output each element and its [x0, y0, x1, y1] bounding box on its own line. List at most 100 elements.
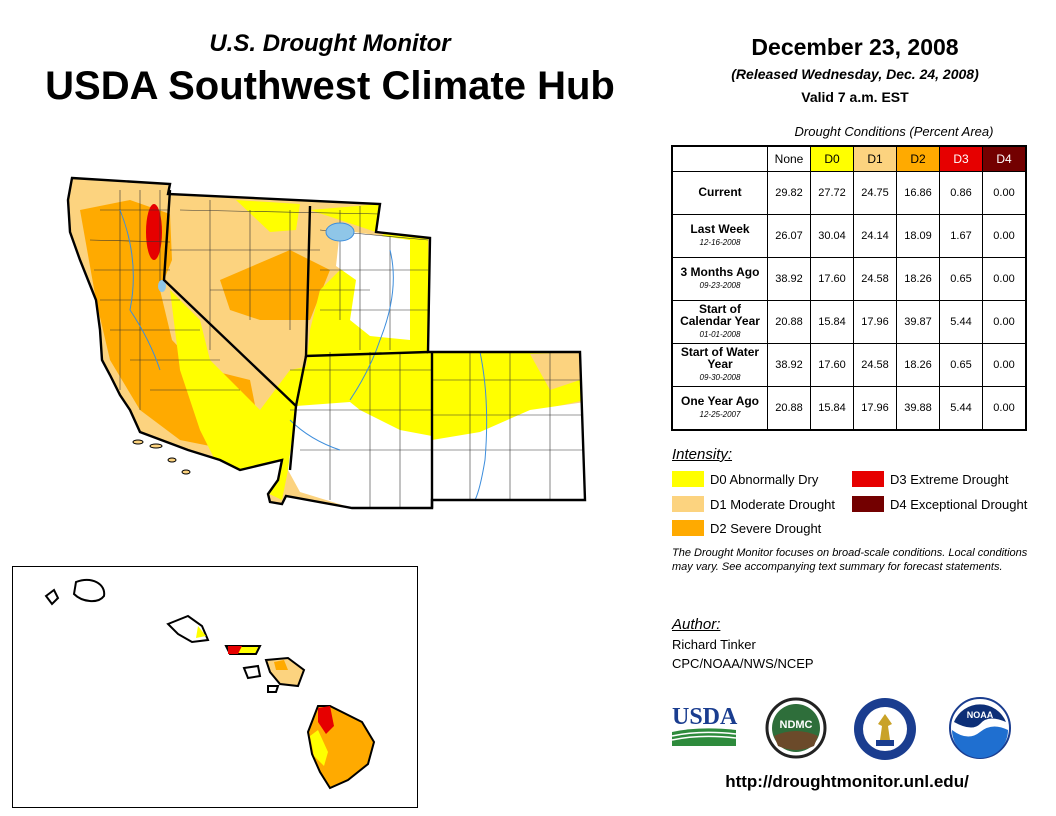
oahu-d0-area: [196, 626, 206, 638]
cell-d2: 16.86: [896, 171, 940, 215]
table-row: Last Week 12-16-2008 26.07 30.04 24.14 18…: [672, 214, 1026, 258]
channel-island: [132, 439, 144, 445]
ca-nv-border: [162, 189, 298, 471]
lake-tahoe: [158, 280, 166, 292]
map-date: December 23, 2008: [751, 34, 959, 60]
column-header-d0: D0: [810, 146, 854, 172]
cell-none: 20.88: [767, 300, 811, 344]
cell-d1: 24.58: [853, 257, 897, 301]
cell-none: 26.07: [767, 214, 811, 258]
usda-logo-text: USDA: [672, 704, 738, 730]
region-outline: [66, 176, 587, 510]
drought-conditions-table: None D0 D1 D2 D3 D4 Current 29.82 27.72 …: [671, 145, 1027, 431]
column-header-none: None: [767, 146, 811, 172]
d0-northern-nevada-area: [236, 200, 300, 232]
cell-d3: 0.86: [939, 171, 983, 215]
niihau-island: [44, 588, 60, 606]
ndmc-logo: NDMC: [765, 697, 827, 759]
channel-island: [181, 469, 191, 475]
cell-d0: 27.72: [810, 171, 854, 215]
cell-d2: 18.09: [896, 214, 940, 258]
none-arizona-area: [288, 402, 432, 508]
column-header-d4: D4: [982, 146, 1026, 172]
cell-d4: 0.00: [982, 300, 1026, 344]
cell-d2: 39.87: [896, 300, 940, 344]
author-name: Richard Tinker: [672, 637, 756, 652]
cell-none: 29.82: [767, 171, 811, 215]
table-caption: Drought Conditions (Percent Area): [794, 124, 994, 139]
cell-d1: 17.96: [853, 386, 897, 430]
disclaimer-note: The Drought Monitor focuses on broad-sca…: [672, 547, 1028, 573]
table-header-row: None D0 D1 D2 D3 D4: [673, 146, 1026, 172]
release-date: (Released Wednesday, Dec. 24, 2008): [731, 66, 979, 82]
cell-d0: 30.04: [810, 214, 854, 258]
usda-logo: USDA: [671, 704, 738, 746]
source-url-link[interactable]: http://droughtmonitor.unl.edu/: [725, 772, 969, 791]
row-label: Start of Water Year 09-30-2008: [672, 343, 768, 387]
cell-d1: 24.58: [853, 343, 897, 387]
page-title: USDA Southwest Climate Hub: [45, 64, 615, 108]
cell-d1: 24.75: [853, 171, 897, 215]
cell-none: 20.88: [767, 386, 811, 430]
hawaii-inset-map: [12, 566, 418, 808]
commerce-seal-icon: [854, 698, 916, 760]
molokai-d3-area: [228, 646, 242, 654]
legend-swatch: [852, 471, 884, 487]
column-header-d3: D3: [939, 146, 983, 172]
ndmc-logo-text: NDMC: [780, 719, 813, 731]
valid-time: Valid 7 a.m. EST: [801, 89, 909, 105]
cell-d4: 0.00: [982, 214, 1026, 258]
table-row: Start of Water Year 09-30-2008 38.92 17.6…: [672, 343, 1026, 387]
legend-swatch: [672, 471, 704, 487]
cell-none: 38.92: [767, 343, 811, 387]
legend-swatch: [672, 520, 704, 536]
legend-swatch: [672, 496, 704, 512]
table-row: Start of Calendar Year 01-01-2008 20.88 1…: [672, 300, 1026, 344]
legend-item-d1: D1 Moderate Drought: [672, 495, 835, 513]
great-salt-lake: [325, 222, 355, 242]
cell-d4: 0.00: [982, 343, 1026, 387]
cell-d2: 18.26: [896, 257, 940, 301]
big-island-d3-area: [318, 706, 334, 734]
row-label: One Year Ago 12-25-2007: [672, 386, 768, 430]
row-label: Start of Calendar Year 01-01-2008: [672, 300, 768, 344]
lanai-island: [242, 664, 262, 680]
big-island-d0-area: [310, 730, 328, 766]
maui-d2-area: [274, 660, 288, 670]
cell-d4: 0.00: [982, 386, 1026, 430]
cell-d4: 0.00: [982, 257, 1026, 301]
author-organization: CPC/NOAA/NWS/NCEP: [672, 656, 814, 671]
table-row: 3 Months Ago 09-23-2008 38.92 17.60 24.58…: [672, 257, 1026, 301]
legend-heading: Intensity:: [672, 446, 733, 463]
southwest-drought-map: [66, 176, 587, 510]
cell-d2: 18.26: [896, 343, 940, 387]
author-heading: Author:: [672, 616, 721, 633]
d2-nevada-area: [220, 250, 330, 320]
channel-island: [149, 443, 163, 449]
cell-d0: 17.60: [810, 257, 854, 301]
legend-item-d4: D4 Exceptional Drought: [852, 495, 1027, 513]
cell-d0: 15.84: [810, 300, 854, 344]
table-row: Current 29.82 27.72 24.75 16.86 0.86 0.0…: [672, 171, 1026, 215]
legend-item-d0: D0 Abnormally Dry: [672, 470, 818, 488]
column-header-d1: D1: [853, 146, 897, 172]
cell-d3: 5.44: [939, 300, 983, 344]
noaa-logo: NOAA: [949, 697, 1011, 759]
legend-item-d2: D2 Severe Drought: [672, 519, 821, 537]
noaa-logo-text: NOAA: [967, 710, 994, 720]
row-label: 3 Months Ago 09-23-2008: [672, 257, 768, 301]
column-header-d2: D2: [896, 146, 940, 172]
table-row: One Year Ago 12-25-2007 20.88 15.84 17.96…: [672, 386, 1026, 430]
cell-d3: 1.67: [939, 214, 983, 258]
d1-northeast-nm-area: [530, 352, 580, 390]
nv-az-border: [294, 355, 308, 407]
d0-arizona-nevada-area: [170, 290, 432, 500]
cell-d2: 39.88: [896, 386, 940, 430]
cell-d0: 15.84: [810, 386, 854, 430]
legend-swatch: [852, 496, 884, 512]
d3-northeast-ca-area: [146, 204, 162, 260]
row-label: Current: [672, 171, 768, 215]
cell-d3: 5.44: [939, 386, 983, 430]
cell-d1: 24.14: [853, 214, 897, 258]
cell-d1: 17.96: [853, 300, 897, 344]
